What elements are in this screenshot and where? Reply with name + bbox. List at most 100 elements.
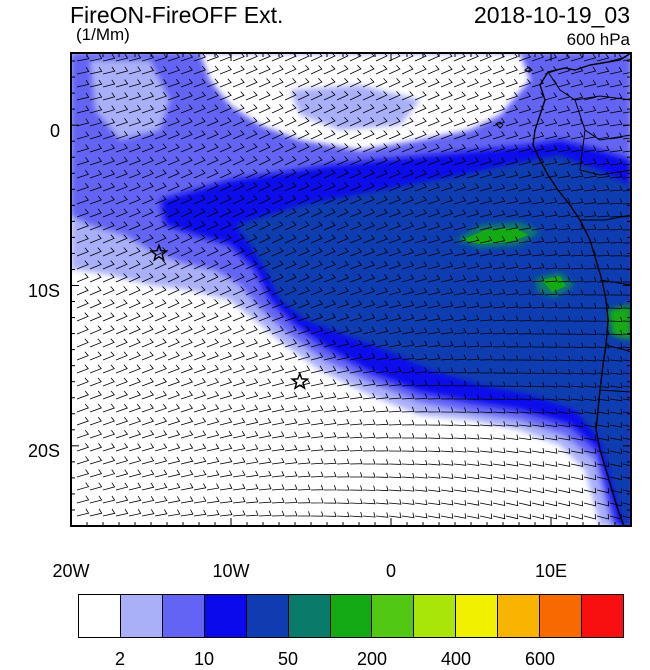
wind-barb [362,379,376,387]
wind-barb [76,144,90,153]
wind-barb [258,325,271,335]
wind-barb [492,434,506,440]
wind-barb [245,169,258,179]
wind-barb [258,169,271,179]
wind-barb [297,169,310,179]
wind-barb [271,431,285,439]
wind-barb [271,378,285,387]
wind-barb [271,497,285,504]
wind-barb [284,91,297,101]
wind-barb [180,325,193,335]
wind-barb [206,443,220,452]
wind-barb [375,143,388,153]
wind-barb [271,391,285,400]
wind-barb [323,273,336,283]
wind-barb [401,156,414,166]
wind-barb [466,262,480,270]
wind-barb [518,342,532,348]
wind-barb [193,404,207,413]
wind-barb [128,273,141,283]
wind-barb [401,117,414,127]
wind-barb [583,342,597,349]
wind-barb [128,79,142,88]
wind-barb [362,339,376,348]
wind-barb [427,235,441,244]
wind-barb [362,117,375,127]
wind-barb [219,182,232,192]
wind-barb [531,184,545,192]
wind-barb [219,117,232,127]
wind-barb [453,500,467,506]
wind-barb [492,315,506,322]
wind-barb [479,447,493,453]
wind-barb [167,195,180,205]
wind-barb [89,260,102,270]
wind-barb [544,368,558,375]
wind-barb [479,209,493,218]
wind-barb [453,78,466,88]
wind-barb [531,262,545,270]
wind-barb [193,169,206,179]
wind-barb [76,390,89,400]
wind-barb [180,509,194,517]
low-value-patch [290,85,420,130]
wind-barb [375,459,389,465]
wind-barb [271,352,285,361]
wind-barb [128,130,141,140]
wind-barb [466,170,480,179]
wind-barb [128,169,141,179]
wind-barb [349,379,363,387]
wind-barb [102,456,116,465]
wind-barb [427,433,441,439]
wind-barb [206,509,220,517]
wind-barb [492,65,505,75]
wind-barb [505,328,519,335]
wind-barb [375,393,389,400]
wind-barb [232,234,245,244]
wind-barb [128,338,141,348]
wind-barb [375,130,388,140]
wind-barb [89,508,103,517]
wind-barb [427,327,441,335]
wind-barb [440,130,453,140]
wind-barb [453,486,467,493]
wind-barb [336,405,350,413]
wind-barb [570,513,584,520]
wind-barb [323,352,337,361]
wind-barb [414,169,427,179]
wind-barb [479,262,493,270]
wind-barb [258,510,272,517]
wind-barb [258,497,272,504]
wind-barb [479,460,493,467]
wind-barb [258,91,271,101]
wind-barb [583,184,597,192]
wind-barb [414,195,427,205]
wind-barb [102,416,115,426]
wind-barb [388,143,401,153]
wind-barb [557,382,571,388]
wind-barb [271,365,285,374]
wind-barb [440,513,454,519]
wind-barb [76,157,90,166]
wind-barb [479,144,493,153]
wind-barb [245,444,259,452]
wind-barb [180,390,194,400]
wind-barb [336,104,349,114]
wind-barb [323,458,337,465]
wind-barb [193,117,206,127]
wind-barb [622,242,631,244]
wind-barb [193,221,206,231]
wind-barb [505,487,519,493]
wind-barb [609,329,623,336]
wind-barb [167,338,180,348]
wind-barb [388,379,402,387]
wind-barb [102,53,116,62]
wind-barb [310,339,324,348]
wind-barb [245,430,259,439]
wind-barb [401,459,415,466]
wind-barb [479,394,493,400]
wind-barb [76,495,90,504]
wind-barb [206,104,219,114]
wind-barb [336,234,349,244]
wind-barb [284,312,297,322]
